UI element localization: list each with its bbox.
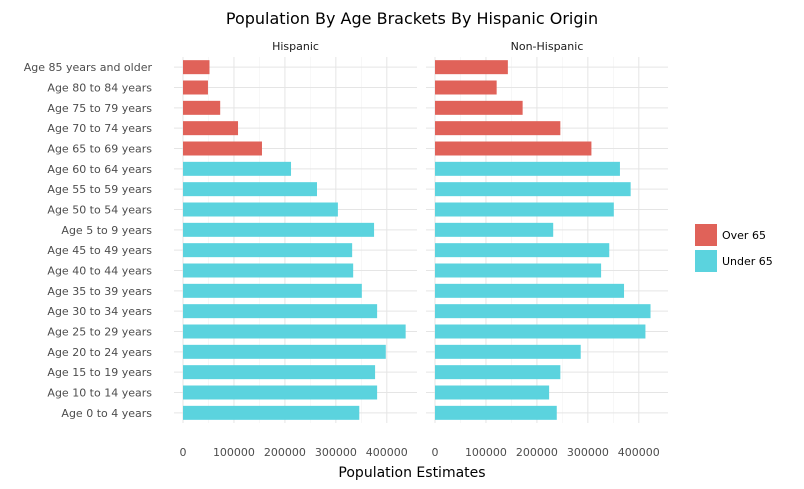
y-tick-label: Age 25 to 29 years bbox=[47, 326, 152, 339]
x-tick-label: 300000 bbox=[567, 446, 609, 459]
bar: Age 80 to 84 years: 121000 bbox=[435, 80, 497, 95]
x-tick-label: 400000 bbox=[366, 446, 408, 459]
y-tick-label: Age 70 to 74 years bbox=[47, 122, 152, 135]
bar: Age 35 to 39 years: 371000 bbox=[435, 283, 625, 298]
y-tick-label: Age 85 years and older bbox=[24, 61, 153, 74]
y-tick-label: Age 0 to 4 years bbox=[61, 407, 152, 420]
bar: Age 60 to 64 years: 363000 bbox=[435, 161, 620, 176]
bar: Age 45 to 49 years: 332000 bbox=[183, 243, 353, 258]
bar: Age 20 to 24 years: 286000 bbox=[435, 344, 581, 359]
bar: Age 75 to 79 years: 172000 bbox=[435, 100, 523, 115]
y-tick-label: Age 35 to 39 years bbox=[47, 285, 152, 298]
facet-panel: Age 85 years and older: 143000 Age 80 to … bbox=[426, 57, 668, 423]
bar: Age 50 to 54 years: 351000 bbox=[435, 202, 614, 217]
facet-labels: Hispanic Non-Hispanic bbox=[272, 40, 583, 53]
bar: Age 30 to 34 years: 423000 bbox=[435, 304, 651, 319]
y-tick-label: Age 40 to 44 years bbox=[47, 265, 152, 278]
bar: Age 25 to 29 years: 413000 bbox=[435, 324, 646, 339]
chart-title: Population By Age Brackets By Hispanic O… bbox=[226, 9, 598, 28]
y-tick-label: Age 15 to 19 years bbox=[47, 366, 152, 379]
bar: Age 5 to 9 years: 232000 bbox=[435, 222, 554, 237]
x-axes: 0 100000 200000 300000 400000 0 100000 200000 30… bbox=[180, 446, 660, 459]
x-axis-title: Population Estimates bbox=[338, 465, 485, 481]
bar: Age 55 to 59 years: 384000 bbox=[435, 182, 631, 197]
y-tick-label: Age 75 to 79 years bbox=[47, 102, 152, 115]
bar: Age 65 to 69 years: 155000 bbox=[183, 141, 262, 156]
x-tick-label: 400000 bbox=[618, 446, 660, 459]
bar: Age 15 to 19 years: 377000 bbox=[183, 365, 376, 380]
bar: Age 20 to 24 years: 398000 bbox=[183, 344, 386, 359]
y-tick-label: Age 5 to 9 years bbox=[61, 224, 152, 237]
bar: Age 70 to 74 years: 108000 bbox=[183, 121, 239, 136]
y-tick-label: Age 45 to 49 years bbox=[47, 244, 152, 257]
bar: Age 5 to 9 years: 375000 bbox=[183, 222, 375, 237]
y-tick-label: Age 10 to 14 years bbox=[47, 387, 152, 400]
bar: Age 50 to 54 years: 304000 bbox=[183, 202, 338, 217]
bar: Age 10 to 14 years: 224000 bbox=[435, 385, 550, 400]
y-tick-label: Age 30 to 34 years bbox=[47, 305, 152, 318]
bar: Age 85 years and older: 52000 bbox=[183, 60, 210, 75]
bar: Age 60 to 64 years: 212000 bbox=[183, 161, 292, 176]
bar: Age 70 to 74 years: 246000 bbox=[435, 121, 561, 136]
bar: Age 0 to 4 years: 239000 bbox=[435, 405, 557, 420]
bar: Age 40 to 44 years: 326000 bbox=[435, 263, 602, 278]
bar: Age 65 to 69 years: 307000 bbox=[435, 141, 592, 156]
y-tick-label: Age 60 to 64 years bbox=[47, 163, 152, 176]
bar: Age 45 to 49 years: 342000 bbox=[435, 243, 610, 258]
bar: Age 85 years and older: 143000 bbox=[435, 60, 508, 75]
bar: Age 10 to 14 years: 381000 bbox=[183, 385, 378, 400]
legend-label: Under 65 bbox=[722, 255, 773, 268]
legend-swatch bbox=[695, 250, 717, 272]
x-tick-label: 200000 bbox=[264, 446, 306, 459]
facet-panel: Age 85 years and older: 52000 Age 80 to 8… bbox=[174, 57, 417, 423]
bar: Age 35 to 39 years: 351000 bbox=[183, 283, 362, 298]
y-tick-label: Age 55 to 59 years bbox=[47, 183, 152, 196]
y-tick-label: Age 65 to 69 years bbox=[47, 143, 152, 156]
legend: Over 65 Under 65 bbox=[695, 224, 773, 272]
facet-label: Hispanic bbox=[272, 40, 319, 53]
bar: Age 15 to 19 years: 246000 bbox=[435, 365, 561, 380]
y-tick-label: Age 20 to 24 years bbox=[47, 346, 152, 359]
panel-background bbox=[426, 57, 668, 423]
bar: Age 80 to 84 years: 49000 bbox=[183, 80, 208, 95]
facet-label: Non-Hispanic bbox=[511, 40, 584, 53]
x-tick-label: 200000 bbox=[516, 446, 558, 459]
legend-swatch bbox=[695, 224, 717, 246]
y-tick-label: Age 50 to 54 years bbox=[47, 204, 152, 217]
x-tick-label: 0 bbox=[432, 446, 439, 459]
bar: Age 0 to 4 years: 346000 bbox=[183, 405, 360, 420]
bar: Age 55 to 59 years: 263000 bbox=[183, 182, 317, 197]
y-tick-label: Age 80 to 84 years bbox=[47, 82, 152, 95]
x-tick-label: 0 bbox=[180, 446, 187, 459]
bar: Age 40 to 44 years: 334000 bbox=[183, 263, 354, 278]
y-axis: Age 85 years and older Age 80 to 84 years… bbox=[24, 61, 153, 420]
bar: Age 30 to 34 years: 381000 bbox=[183, 304, 378, 319]
x-tick-label: 100000 bbox=[213, 446, 255, 459]
x-tick-label: 100000 bbox=[465, 446, 507, 459]
x-tick-label: 300000 bbox=[315, 446, 357, 459]
bar: Age 25 to 29 years: 437000 bbox=[183, 324, 406, 339]
bar: Age 75 to 79 years: 73000 bbox=[183, 100, 221, 115]
panel-background bbox=[174, 57, 417, 423]
legend-label: Over 65 bbox=[722, 229, 766, 242]
facet-panels: Age 85 years and older: 52000 Age 80 to 8… bbox=[174, 57, 668, 423]
